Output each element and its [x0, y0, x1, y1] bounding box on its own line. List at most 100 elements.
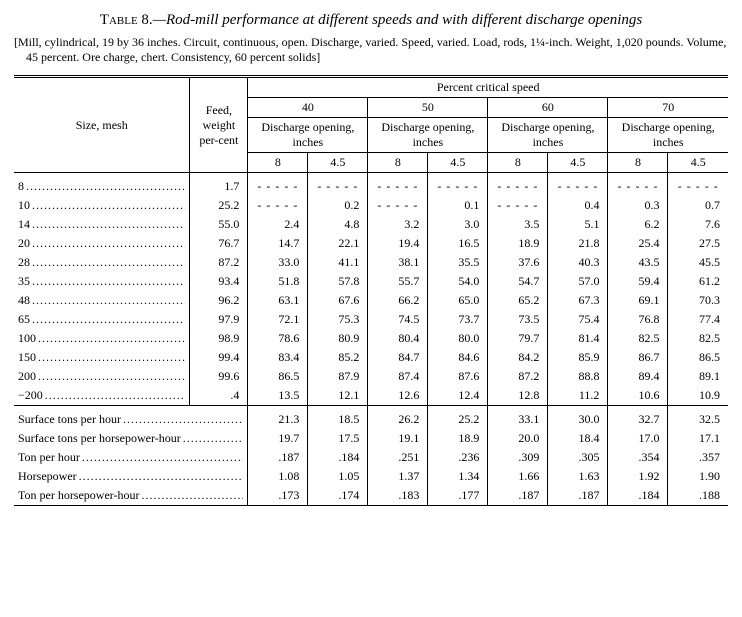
table-cell: - - - - -: [488, 196, 548, 215]
table-cell: 55.7: [368, 272, 428, 291]
table-cell: 32.5: [668, 406, 728, 430]
table-cell: 45.5: [668, 253, 728, 272]
table-cell: 18.4: [548, 429, 608, 448]
table-cell: .188: [668, 486, 728, 506]
table-cell: 33.1: [488, 406, 548, 430]
table-row: 2887.233.041.138.135.537.640.343.545.5: [14, 253, 728, 272]
table-cell: 25.4: [608, 234, 668, 253]
table-cell: 1.34: [428, 467, 488, 486]
table-cell: 83.4: [248, 348, 308, 367]
feed-cell: 1.7: [190, 173, 248, 197]
summary-row: Ton per hour.187.184.251.236.309.305.354…: [14, 448, 728, 467]
summary-row: Surface tons per horsepower-hour19.717.5…: [14, 429, 728, 448]
table-cell: 66.2: [368, 291, 428, 310]
row-label: 35: [14, 272, 190, 291]
table-cell: 12.4: [428, 386, 488, 406]
table-cell: .183: [368, 486, 428, 506]
summary-label: Horsepower: [14, 467, 248, 486]
table-cell: .173: [248, 486, 308, 506]
table-cell: .354: [608, 448, 668, 467]
title-text: —Rod-mill performance at different speed…: [153, 12, 643, 28]
table-cell: 30.0: [548, 406, 608, 430]
table-cell: 86.7: [608, 348, 668, 367]
table-cell: .184: [608, 486, 668, 506]
table-cell: 17.1: [668, 429, 728, 448]
table-cell: 0.3: [608, 196, 668, 215]
feed-cell: 99.6: [190, 367, 248, 386]
table-row: 6597.972.175.374.573.773.575.476.877.4: [14, 310, 728, 329]
summary-label: Surface tons per hour: [14, 406, 248, 430]
header-open-45: 4.5: [308, 153, 368, 173]
table-cell: 10.9: [668, 386, 728, 406]
table-cell: 0.4: [548, 196, 608, 215]
summary-label: Surface tons per horsepower-hour: [14, 429, 248, 448]
header-discharge-1: Discharge opening, inches: [368, 118, 488, 153]
header-open-8: 8: [488, 153, 548, 173]
table-cell: 13.5: [248, 386, 308, 406]
row-label: 14: [14, 215, 190, 234]
row-label: 65: [14, 310, 190, 329]
table-cell: 3.2: [368, 215, 428, 234]
header-discharge-3: Discharge opening, inches: [608, 118, 728, 153]
table-cell: .357: [668, 448, 728, 467]
table-cell: - - - - -: [608, 173, 668, 197]
table-cell: 1.05: [308, 467, 368, 486]
header-size: Size, mesh: [14, 77, 190, 173]
header-open-45: 4.5: [428, 153, 488, 173]
row-label: 200: [14, 367, 190, 386]
table-cell: - - - - -: [368, 196, 428, 215]
header-pcs: Percent critical speed: [248, 77, 728, 98]
header-open-8: 8: [368, 153, 428, 173]
table-cell: 88.8: [548, 367, 608, 386]
table-row: −200.413.512.112.612.412.811.210.610.9: [14, 386, 728, 406]
table-cell: 82.5: [608, 329, 668, 348]
table-cell: 18.5: [308, 406, 368, 430]
header-feed: Feed, weight per-cent: [190, 77, 248, 173]
table-cell: 17.0: [608, 429, 668, 448]
table-cell: 87.4: [368, 367, 428, 386]
table-cell: .184: [308, 448, 368, 467]
table-cell: 4.8: [308, 215, 368, 234]
table-cell: 1.92: [608, 467, 668, 486]
table-cell: 19.4: [368, 234, 428, 253]
table-cell: 37.6: [488, 253, 548, 272]
table-cell: 76.8: [608, 310, 668, 329]
table-cell: 75.4: [548, 310, 608, 329]
table-cell: 73.5: [488, 310, 548, 329]
table-cell: 26.2: [368, 406, 428, 430]
table-cell: 12.6: [368, 386, 428, 406]
table-cell: 1.37: [368, 467, 428, 486]
table-cell: 1.63: [548, 467, 608, 486]
row-label: 48: [14, 291, 190, 310]
table-cell: 32.7: [608, 406, 668, 430]
feed-cell: 96.2: [190, 291, 248, 310]
table-cell: 21.8: [548, 234, 608, 253]
table-cell: 16.5: [428, 234, 488, 253]
summary-row: Horsepower1.081.051.371.341.661.631.921.…: [14, 467, 728, 486]
table-cell: 86.5: [668, 348, 728, 367]
table-cell: 1.08: [248, 467, 308, 486]
table-cell: 80.4: [368, 329, 428, 348]
table-cell: 67.6: [308, 291, 368, 310]
table-cell: - - - - -: [428, 173, 488, 197]
table-cell: 43.5: [608, 253, 668, 272]
summary-label: Ton per horsepower-hour: [14, 486, 248, 506]
table-cell: 81.4: [548, 329, 608, 348]
row-label: 8: [14, 173, 190, 197]
table-cell: .236: [428, 448, 488, 467]
table-cell: 74.5: [368, 310, 428, 329]
table-cell: 78.6: [248, 329, 308, 348]
table-cell: 61.2: [668, 272, 728, 291]
table-cell: 85.2: [308, 348, 368, 367]
feed-cell: 87.2: [190, 253, 248, 272]
table-cell: .305: [548, 448, 608, 467]
header-speed-40: 40: [248, 98, 368, 118]
table-cell: 11.2: [548, 386, 608, 406]
table-cell: 2.4: [248, 215, 308, 234]
feed-cell: .4: [190, 386, 248, 406]
table-cell: 57.0: [548, 272, 608, 291]
table-cell: 27.5: [668, 234, 728, 253]
summary-row: Surface tons per hour21.318.526.225.233.…: [14, 406, 728, 430]
table-cell: 67.3: [548, 291, 608, 310]
table-cell: 14.7: [248, 234, 308, 253]
